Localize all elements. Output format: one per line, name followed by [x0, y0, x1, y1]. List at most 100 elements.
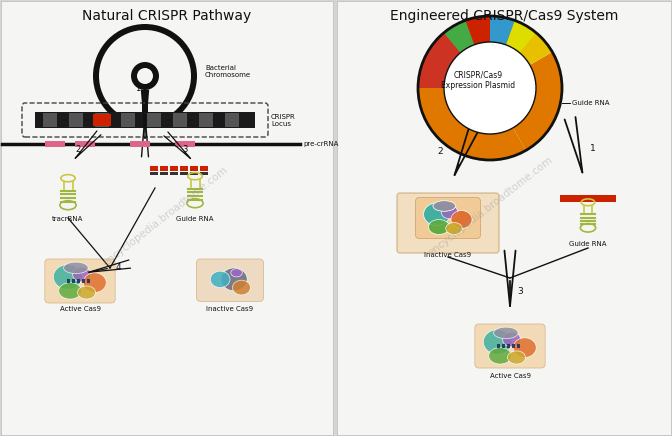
Ellipse shape [433, 201, 456, 211]
Bar [225, 113, 239, 127]
Text: Inactive Cas9: Inactive Cas9 [425, 252, 472, 258]
Wedge shape [513, 26, 552, 65]
Text: 3: 3 [182, 145, 187, 154]
Wedge shape [490, 16, 526, 48]
Ellipse shape [429, 219, 450, 235]
Ellipse shape [233, 280, 251, 295]
Text: Engineered CRISPR/Cas9 System: Engineered CRISPR/Cas9 System [390, 9, 618, 23]
Ellipse shape [446, 222, 462, 235]
Circle shape [131, 62, 159, 90]
Bar [130, 141, 150, 147]
Text: encyclopedia.broadtome.com: encyclopedia.broadtome.com [101, 164, 229, 268]
Bar [77, 279, 80, 283]
Bar [72, 279, 75, 283]
Text: pre-crRNA: pre-crRNA [303, 141, 339, 147]
Bar [147, 113, 161, 127]
Ellipse shape [73, 267, 91, 282]
Circle shape [99, 30, 191, 122]
Text: 1: 1 [135, 84, 140, 93]
Circle shape [444, 42, 536, 134]
Bar [190, 172, 198, 175]
Bar [170, 172, 178, 175]
Ellipse shape [494, 327, 518, 339]
Text: 4: 4 [115, 263, 121, 272]
Bar [95, 113, 109, 127]
Bar [502, 344, 505, 348]
Bar [150, 166, 158, 171]
Ellipse shape [230, 269, 243, 277]
Text: Guide RNA: Guide RNA [569, 241, 607, 247]
Bar [200, 166, 208, 171]
Bar [200, 172, 208, 175]
Text: Natural CRISPR Pathway: Natural CRISPR Pathway [83, 9, 251, 23]
Ellipse shape [451, 211, 472, 228]
Circle shape [93, 24, 197, 128]
Bar [175, 141, 195, 147]
Wedge shape [444, 20, 474, 53]
Bar [150, 172, 158, 175]
Ellipse shape [446, 222, 462, 235]
Text: 2: 2 [75, 145, 81, 154]
Bar [45, 141, 65, 147]
Text: 1: 1 [590, 144, 596, 153]
Bar [190, 166, 198, 171]
Bar [507, 344, 510, 348]
Ellipse shape [221, 268, 247, 291]
Bar [81, 279, 85, 283]
Bar [69, 113, 83, 127]
Bar [180, 172, 188, 175]
Bar [511, 344, 515, 348]
Text: Guide RNA: Guide RNA [176, 216, 214, 222]
Bar [170, 166, 178, 171]
Ellipse shape [77, 286, 95, 299]
Bar [173, 113, 187, 127]
Wedge shape [466, 16, 490, 45]
Bar [497, 344, 500, 348]
Text: 3: 3 [517, 287, 523, 296]
Ellipse shape [64, 262, 88, 274]
Ellipse shape [442, 205, 458, 219]
Text: CRISPR/Cas9
Expression Plasmid: CRISPR/Cas9 Expression Plasmid [441, 70, 515, 90]
Bar [75, 141, 95, 147]
Bar [121, 113, 135, 127]
FancyBboxPatch shape [475, 324, 545, 368]
Text: CRISPR
Locus: CRISPR Locus [271, 113, 296, 126]
Text: 2: 2 [437, 147, 443, 156]
Bar [517, 344, 520, 348]
Bar [35, 112, 255, 128]
FancyBboxPatch shape [415, 198, 480, 238]
Bar [160, 172, 168, 175]
Ellipse shape [429, 219, 450, 235]
FancyBboxPatch shape [196, 259, 263, 301]
FancyBboxPatch shape [45, 259, 115, 303]
Ellipse shape [513, 338, 536, 358]
Bar [199, 113, 213, 127]
Bar [43, 113, 57, 127]
Ellipse shape [210, 271, 230, 288]
Text: Bacterial
Chromosome: Bacterial Chromosome [205, 65, 251, 78]
Ellipse shape [442, 205, 458, 219]
Bar [67, 279, 70, 283]
Bar [180, 166, 188, 171]
Ellipse shape [451, 211, 472, 228]
Ellipse shape [423, 203, 450, 225]
Wedge shape [418, 26, 467, 88]
Bar [87, 279, 90, 283]
Text: tracrRNA: tracrRNA [52, 216, 84, 222]
Ellipse shape [507, 351, 526, 364]
Wedge shape [513, 88, 562, 150]
Ellipse shape [483, 330, 512, 354]
Wedge shape [490, 16, 515, 45]
Text: Guide RNA: Guide RNA [572, 100, 610, 106]
Text: Active Cas9: Active Cas9 [489, 373, 530, 379]
FancyBboxPatch shape [397, 193, 499, 253]
Ellipse shape [503, 332, 521, 347]
Ellipse shape [423, 203, 450, 225]
Wedge shape [506, 20, 536, 53]
FancyBboxPatch shape [415, 198, 480, 238]
Circle shape [137, 68, 153, 84]
Wedge shape [454, 16, 490, 48]
Ellipse shape [58, 283, 81, 299]
Ellipse shape [53, 265, 82, 289]
Bar [93, 114, 111, 126]
